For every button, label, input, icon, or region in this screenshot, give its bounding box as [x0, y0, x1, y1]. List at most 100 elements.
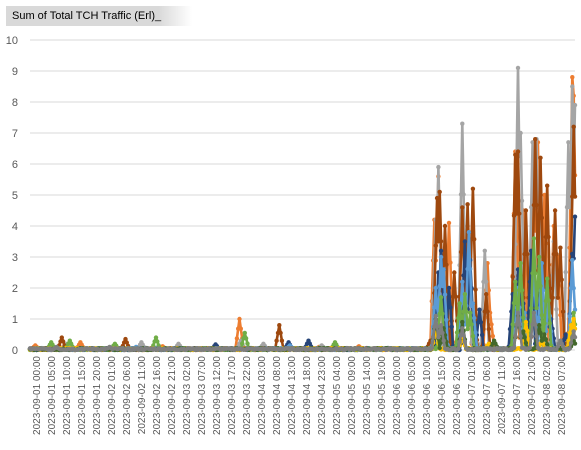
series-3-point — [555, 295, 560, 300]
series-9-point — [518, 333, 523, 339]
series-3-point — [274, 338, 279, 343]
series-9-point — [511, 345, 517, 350]
series-2-point — [554, 307, 559, 312]
series-3-point — [59, 335, 64, 340]
x-tick-label: 2023-09-07 06:00 — [482, 356, 493, 435]
x-tick-label: 2023-09-07 11:00 — [497, 356, 508, 435]
x-tick-label: 2023-09-01 05:00 — [47, 356, 58, 435]
series-6-point — [462, 292, 468, 297]
series-5-point — [472, 315, 477, 321]
series-3-point — [560, 309, 566, 314]
series-3-point — [486, 326, 491, 332]
series-3-point — [124, 340, 129, 345]
series-6-point — [542, 321, 547, 326]
x-tick-label: 2023-09-07 01:00 — [467, 356, 478, 435]
series-9-point — [434, 324, 440, 329]
x-tick-label: 2023-09-04 18:00 — [302, 356, 313, 435]
series-6-point — [546, 298, 551, 304]
y-tick-label: 0 — [12, 345, 18, 357]
series-3-point — [470, 186, 476, 191]
x-tick-label: 2023-09-07 16:00 — [512, 356, 523, 435]
series-5-point — [433, 285, 438, 291]
series-3-point — [279, 338, 285, 343]
series-6-point — [510, 322, 515, 327]
series-6-point — [240, 341, 245, 346]
x-tick-label: 2023-09-03 02:00 — [182, 356, 193, 435]
series-3-point — [438, 239, 444, 244]
series-2-point — [566, 140, 571, 145]
chart-title: Sum of Total TCH Traffic (Erl)_ — [6, 6, 192, 26]
series-3-point — [444, 262, 449, 267]
series-5-point — [567, 314, 572, 319]
series-3-point — [437, 189, 442, 195]
series-3-point — [433, 243, 438, 248]
series-9-point — [567, 346, 572, 351]
series-9-point — [438, 323, 444, 328]
series-3-point — [559, 277, 564, 282]
series-9-point — [572, 335, 578, 340]
series-9-point — [529, 333, 534, 339]
x-tick-label: 2023-09-05 09:00 — [347, 356, 358, 435]
series-9-point — [531, 310, 537, 315]
y-tick-label: 3 — [12, 252, 18, 264]
series-9-point — [457, 339, 462, 345]
series-3-point — [550, 295, 555, 300]
series-3-point — [572, 194, 578, 199]
series-3-point — [534, 202, 539, 208]
series-8-point — [545, 342, 550, 347]
series-6-point — [539, 312, 544, 318]
x-tick-label: 2023-09-08 02:00 — [542, 356, 553, 435]
series-5-point — [473, 330, 478, 335]
x-tick-label: 2023-09-08 07:00 — [557, 356, 568, 435]
series-5-point — [434, 305, 440, 310]
series-5-point — [441, 267, 446, 272]
series-4-point — [449, 324, 454, 329]
series-9-point — [429, 345, 434, 351]
series-1-point — [490, 333, 495, 339]
x-tick-label: 2023-09-04 08:00 — [272, 356, 283, 435]
y-tick-label: 1 — [12, 314, 18, 326]
x-tick-label: 2023-09-03 17:00 — [227, 356, 238, 435]
series-6-point — [533, 271, 538, 276]
series-8-point — [537, 323, 542, 328]
series-9-point — [533, 322, 538, 327]
series-5-point — [468, 266, 473, 272]
series-1-point — [237, 316, 242, 322]
series-6-point — [513, 279, 518, 284]
series-9-point — [534, 333, 539, 339]
x-tick-label: 2023-09-06 15:00 — [437, 356, 448, 435]
x-tick-label: 2023-09-03 22:00 — [242, 356, 253, 435]
x-tick-label: 2023-09-05 19:00 — [377, 356, 388, 435]
series-5-point — [541, 288, 546, 293]
series-3-point — [552, 208, 558, 213]
series-9-point — [462, 339, 468, 345]
series-2-point — [518, 130, 523, 136]
series-6-point — [531, 236, 537, 241]
series-9-point — [461, 332, 466, 338]
series-9-point — [430, 335, 436, 340]
series-2-point — [563, 269, 568, 275]
series-3-point — [533, 137, 538, 142]
series-6-point — [465, 326, 470, 332]
series-9-point — [513, 333, 518, 339]
series-6-point — [571, 310, 576, 315]
x-tick-label: 2023-09-01 15:00 — [77, 356, 88, 435]
series-6-point — [438, 295, 444, 300]
y-tick-label: 8 — [12, 97, 18, 109]
series-9-point — [571, 329, 576, 334]
series-7-point — [525, 328, 530, 333]
series-1-point — [570, 75, 575, 80]
series-3-point — [523, 208, 529, 213]
series-6-point — [538, 283, 543, 289]
series-2-point — [572, 102, 578, 108]
series-8-point — [523, 340, 529, 346]
series-3-point — [571, 124, 576, 129]
series-6-point — [464, 309, 469, 314]
series-9-point — [456, 346, 461, 351]
series-line-2 — [29, 66, 577, 352]
series-8-point — [542, 332, 547, 337]
series-9-point — [460, 326, 465, 331]
series-8-point — [460, 319, 465, 325]
series-3-point — [465, 202, 470, 207]
x-tick-label: 2023-09-04 13:00 — [287, 356, 298, 435]
